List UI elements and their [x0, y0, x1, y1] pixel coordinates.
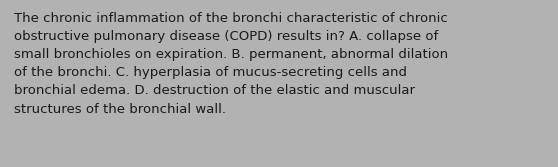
Text: The chronic inflammation of the bronchi characteristic of chronic
obstructive pu: The chronic inflammation of the bronchi … [14, 12, 448, 116]
